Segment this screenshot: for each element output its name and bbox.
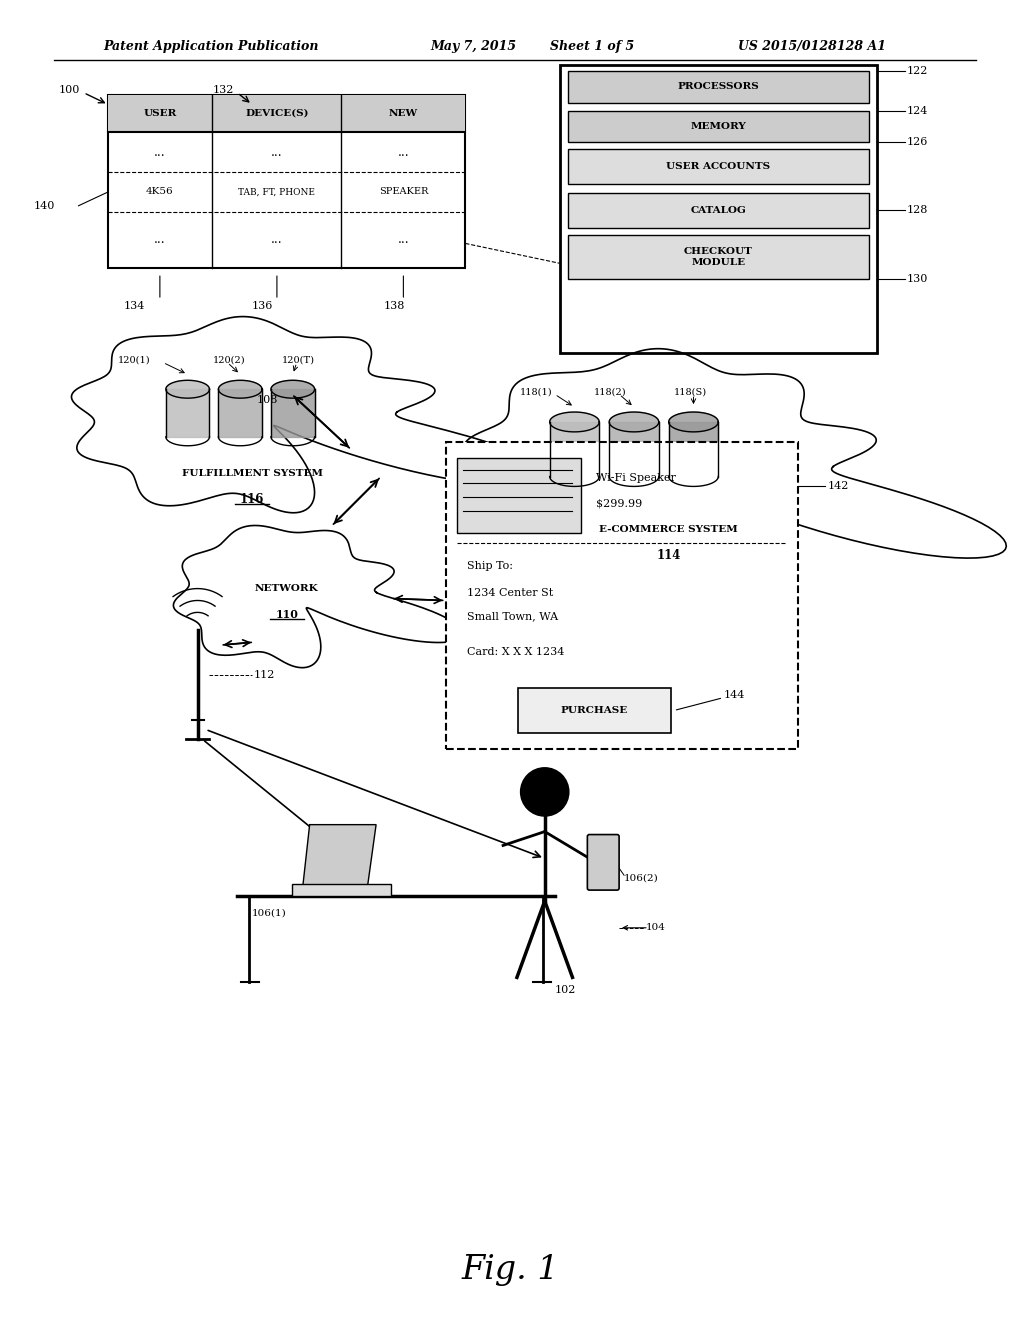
Text: Wi-Fi Speaker: Wi-Fi Speaker <box>596 473 676 483</box>
FancyBboxPatch shape <box>567 71 868 103</box>
Text: 144: 144 <box>722 690 744 700</box>
FancyBboxPatch shape <box>457 458 581 533</box>
Text: 106(1): 106(1) <box>252 908 286 917</box>
Circle shape <box>521 768 568 816</box>
Text: NEW: NEW <box>388 110 418 117</box>
Polygon shape <box>302 825 376 896</box>
FancyBboxPatch shape <box>567 149 868 183</box>
Polygon shape <box>271 380 314 399</box>
Text: 130: 130 <box>906 275 927 284</box>
Text: 118(S): 118(S) <box>673 388 706 397</box>
Text: Ship To:: Ship To: <box>467 561 513 570</box>
Text: PROCESSORS: PROCESSORS <box>677 82 758 91</box>
FancyBboxPatch shape <box>108 95 465 132</box>
FancyBboxPatch shape <box>108 95 465 268</box>
Text: PURCHASE: PURCHASE <box>560 706 628 715</box>
Text: ...: ... <box>271 145 282 158</box>
Text: 120(1): 120(1) <box>118 356 151 364</box>
Text: 120(T): 120(T) <box>281 356 315 364</box>
Text: May 7, 2015: May 7, 2015 <box>430 40 517 53</box>
Text: 104: 104 <box>645 923 665 932</box>
Text: 114: 114 <box>656 549 681 562</box>
Text: 108: 108 <box>257 395 278 405</box>
FancyBboxPatch shape <box>291 884 390 896</box>
Text: DEVICE(S): DEVICE(S) <box>245 110 309 117</box>
Text: ...: ... <box>397 145 409 158</box>
FancyBboxPatch shape <box>567 235 868 279</box>
Polygon shape <box>608 422 658 477</box>
Polygon shape <box>549 412 599 432</box>
Text: 118(1): 118(1) <box>520 388 552 397</box>
Text: SPEAKER: SPEAKER <box>378 187 428 197</box>
FancyBboxPatch shape <box>567 111 868 143</box>
Polygon shape <box>668 412 717 432</box>
Text: US 2015/0128128 A1: US 2015/0128128 A1 <box>738 40 886 53</box>
FancyBboxPatch shape <box>518 688 671 734</box>
Text: ...: ... <box>271 234 282 247</box>
Text: 136: 136 <box>252 301 273 312</box>
Polygon shape <box>668 422 717 477</box>
Text: $299.99: $299.99 <box>596 498 642 508</box>
Text: 1234 Center St: 1234 Center St <box>467 587 553 598</box>
Text: 142: 142 <box>826 482 848 491</box>
Text: 128: 128 <box>906 205 927 215</box>
Text: ...: ... <box>154 234 165 247</box>
Text: 138: 138 <box>383 301 405 312</box>
Text: ...: ... <box>154 145 165 158</box>
Text: 140: 140 <box>34 201 55 211</box>
Text: ...: ... <box>397 234 409 247</box>
Text: Fig. 1: Fig. 1 <box>461 1254 558 1286</box>
Text: CATALOG: CATALOG <box>690 206 746 215</box>
Text: 4K56: 4K56 <box>146 187 173 197</box>
Text: 126: 126 <box>906 137 927 148</box>
Text: TAB, FT, PHONE: TAB, FT, PHONE <box>238 187 315 197</box>
Text: 102: 102 <box>554 985 576 995</box>
Text: 118(2): 118(2) <box>594 388 627 397</box>
Text: CHECKOUT
MODULE: CHECKOUT MODULE <box>683 247 752 268</box>
Polygon shape <box>608 412 658 432</box>
FancyBboxPatch shape <box>567 193 868 227</box>
Text: E-COMMERCE SYSTEM: E-COMMERCE SYSTEM <box>599 524 738 533</box>
Text: Patent Application Publication: Patent Application Publication <box>103 40 319 53</box>
Polygon shape <box>218 380 262 399</box>
Text: 110: 110 <box>275 609 298 620</box>
Text: Sheet 1 of 5: Sheet 1 of 5 <box>549 40 633 53</box>
FancyBboxPatch shape <box>445 442 797 750</box>
Text: USER: USER <box>143 110 176 117</box>
Text: Small Town, WA: Small Town, WA <box>467 611 558 622</box>
Text: 120(2): 120(2) <box>212 356 245 364</box>
Polygon shape <box>166 389 209 437</box>
Text: 132: 132 <box>212 84 233 95</box>
Text: FULFILLMENT SYSTEM: FULFILLMENT SYSTEM <box>181 469 322 478</box>
Text: Card: X X X 1234: Card: X X X 1234 <box>467 647 565 657</box>
Text: 116: 116 <box>239 492 264 506</box>
Text: 134: 134 <box>123 301 145 312</box>
Polygon shape <box>166 380 209 399</box>
Text: MEMORY: MEMORY <box>690 121 746 131</box>
Polygon shape <box>549 422 599 477</box>
Text: NETWORK: NETWORK <box>255 583 318 593</box>
Text: 100: 100 <box>59 84 81 95</box>
Text: USER ACCOUNTS: USER ACCOUNTS <box>665 162 769 172</box>
FancyBboxPatch shape <box>587 834 619 890</box>
Text: 124: 124 <box>906 106 927 116</box>
Polygon shape <box>218 389 262 437</box>
Polygon shape <box>271 389 314 437</box>
Text: 122: 122 <box>906 66 927 75</box>
Text: 106(2): 106(2) <box>624 874 658 883</box>
FancyBboxPatch shape <box>559 65 876 352</box>
Text: 112: 112 <box>254 669 275 680</box>
